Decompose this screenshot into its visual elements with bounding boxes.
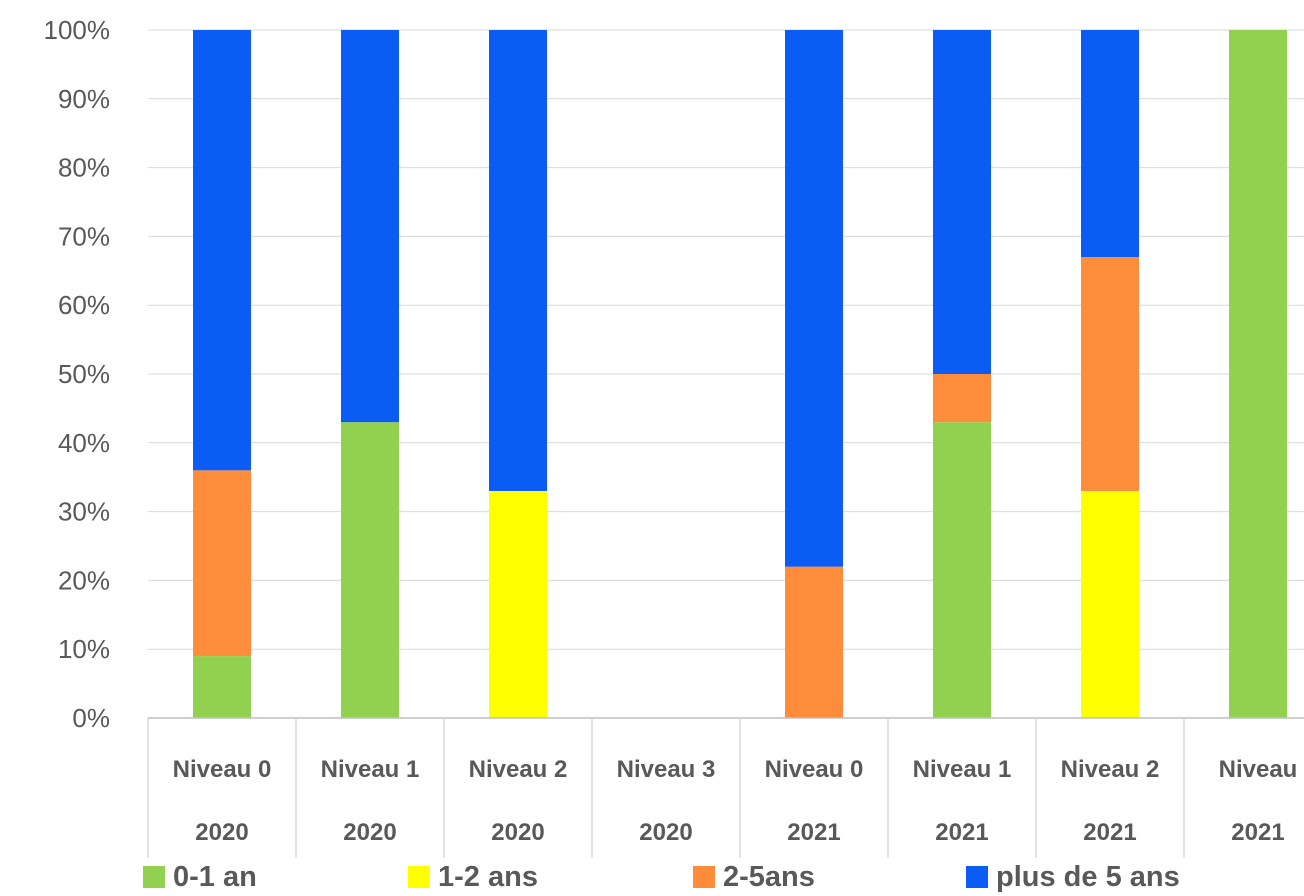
legend-swatch-0-1-an (143, 866, 165, 888)
x-axis: Niveau 0 2020 Niveau 1 2020 Niveau 2 2020 Nive… (147, 717, 1304, 858)
legend-item-1-2-ans: 1-2 ans (408, 862, 538, 892)
x-level-label: Niveau 3 (617, 756, 716, 783)
bar-segment (489, 490, 547, 718)
bar-segment (489, 30, 547, 491)
x-level-label: Niveau 0 (173, 756, 272, 783)
x-level-label: Niveau 1 (321, 756, 420, 783)
bar-series (193, 30, 1287, 718)
bar-segment (785, 566, 843, 718)
y-tick-label: 20% (58, 565, 110, 595)
x-year-label: 2021 (1083, 819, 1136, 846)
legend-label-2-5ans: 2-5ans (723, 861, 815, 893)
y-tick-label: 100% (44, 15, 111, 45)
legend-swatch-2-5ans (693, 866, 715, 888)
x-year-label: 2021 (1231, 819, 1284, 846)
legend-swatch-1-2-ans (408, 866, 430, 888)
x-level-label: Niveau (1219, 756, 1298, 783)
bar-segment (193, 656, 251, 718)
legend: 0-1 an 1-2 ans 2-5ans plus de 5 ans (0, 858, 1304, 896)
bar-segment (341, 30, 399, 423)
y-tick-label: 70% (58, 221, 110, 251)
bar-segment (933, 30, 991, 374)
y-tick-label: 30% (58, 497, 110, 527)
x-level-label: Niveau 2 (469, 756, 568, 783)
bar-segment (933, 374, 991, 423)
legend-label-0-1-an: 0-1 an (173, 861, 257, 893)
y-tick-label: 60% (58, 290, 110, 320)
legend-item-plus-de-5-ans: plus de 5 ans (966, 862, 1180, 892)
y-tick-label: 10% (58, 634, 110, 664)
bar-segment (193, 470, 251, 657)
y-tick-label: 40% (58, 428, 110, 458)
x-year-label: 2020 (491, 819, 544, 846)
x-year-label: 2021 (935, 819, 988, 846)
bar-segment (1081, 30, 1139, 258)
legend-item-0-1-an: 0-1 an (143, 862, 257, 892)
legend-item-2-5ans: 2-5ans (693, 862, 815, 892)
x-year-label: 2020 (639, 819, 692, 846)
x-level-label: Niveau 0 (765, 756, 864, 783)
bar-segment (933, 422, 991, 718)
x-year-label: 2020 (195, 819, 248, 846)
bar-segment (1229, 30, 1287, 718)
bar-segment (341, 422, 399, 718)
x-level-label: Niveau 1 (913, 756, 1012, 783)
legend-label-plus-de-5-ans: plus de 5 ans (996, 861, 1180, 893)
y-tick-label: 90% (58, 84, 110, 114)
y-axis: 0% 10% 20% 30% 40% 50% 60% 70% 80% 90% 100% (44, 15, 111, 733)
bar-segment (785, 30, 843, 567)
bar-segment (193, 30, 251, 471)
legend-swatch-plus-de-5-ans (966, 866, 988, 888)
x-year-label: 2021 (787, 819, 840, 846)
y-tick-label: 0% (72, 703, 110, 733)
x-year-label: 2020 (343, 819, 396, 846)
legend-label-1-2-ans: 1-2 ans (438, 861, 538, 893)
bar-segment (1081, 257, 1139, 491)
y-tick-label: 50% (58, 359, 110, 389)
bar-segment (1081, 490, 1139, 718)
y-tick-label: 80% (58, 153, 110, 183)
x-level-label: Niveau 2 (1061, 756, 1160, 783)
